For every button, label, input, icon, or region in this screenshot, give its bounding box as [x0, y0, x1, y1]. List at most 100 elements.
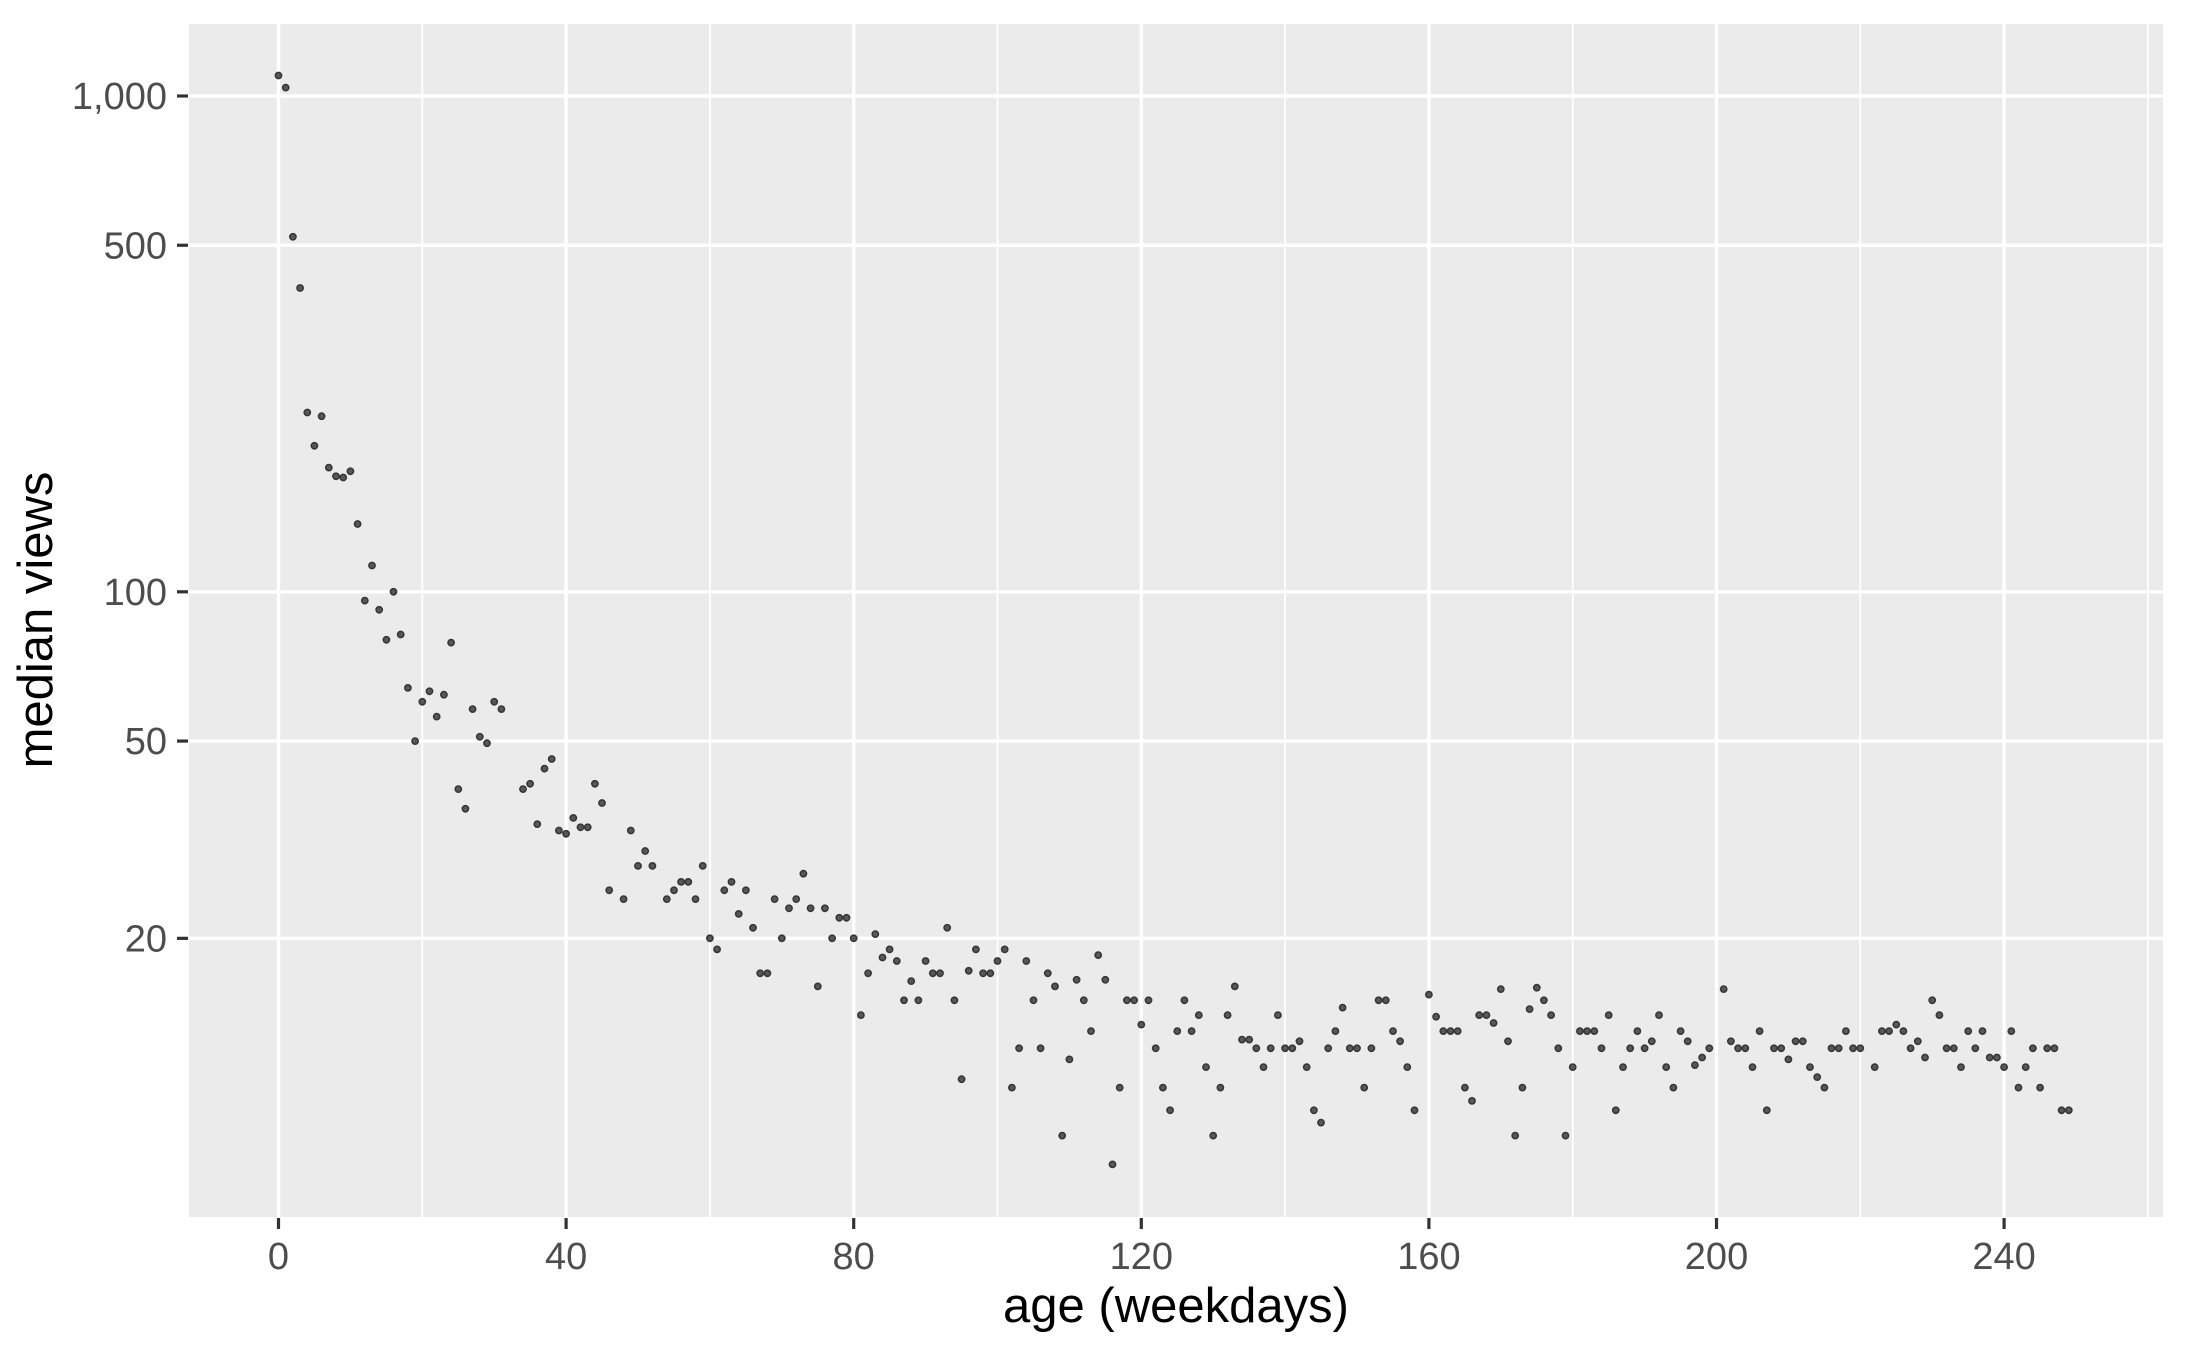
- data-point: [1245, 1035, 1254, 1044]
- data-point: [1252, 1044, 1261, 1053]
- data-point: [1353, 1044, 1361, 1053]
- data-point: [1101, 975, 1110, 984]
- data-point: [2000, 1063, 2008, 1071]
- data-point: [928, 969, 937, 978]
- data-point: [1166, 1106, 1174, 1115]
- data-point: [403, 684, 412, 692]
- data-point: [1022, 957, 1031, 965]
- data-point: [339, 473, 348, 482]
- data-point: [1238, 1035, 1246, 1044]
- data-point: [914, 996, 923, 1005]
- data-point: [1115, 1083, 1124, 1092]
- data-point: [1425, 990, 1433, 999]
- data-point: [698, 862, 707, 870]
- data-point: [1432, 1012, 1440, 1021]
- x-tick-label: 240: [1972, 1236, 2035, 1278]
- data-point: [821, 904, 829, 913]
- x-tick-label: 160: [1397, 1236, 1460, 1278]
- data-point: [1985, 1053, 1994, 1062]
- data-point: [684, 878, 693, 886]
- data-point: [281, 83, 290, 92]
- data-point: [483, 739, 491, 748]
- data-point: [1065, 1055, 1074, 1064]
- data-point: [670, 886, 678, 895]
- data-point: [2007, 1027, 2016, 1035]
- data-point: [964, 966, 973, 975]
- data-point: [1180, 996, 1189, 1005]
- data-point: [742, 886, 750, 895]
- data-point: [1791, 1037, 1800, 1046]
- data-point: [1727, 1037, 1735, 1046]
- data-point: [1921, 1053, 1929, 1062]
- data-point: [1367, 1044, 1376, 1053]
- data-point: [1604, 1011, 1613, 1019]
- data-point: [979, 969, 987, 978]
- data-point: [1230, 982, 1239, 991]
- data-point: [734, 910, 743, 918]
- data-point: [468, 705, 477, 713]
- data-point: [591, 779, 599, 788]
- data-point: [1274, 1011, 1282, 1019]
- data-point: [360, 596, 369, 605]
- data-point: [461, 804, 470, 813]
- data-point: [1913, 1037, 1922, 1046]
- data-point: [1597, 1044, 1606, 1053]
- data-point: [303, 408, 312, 417]
- data-point: [1310, 1106, 1318, 1115]
- data-point: [857, 1011, 865, 1019]
- data-point: [1619, 1063, 1627, 1071]
- data-point: [1878, 1027, 1886, 1035]
- data-point: [562, 829, 570, 838]
- data-point: [1036, 1044, 1045, 1053]
- data-point: [2057, 1106, 2066, 1115]
- data-point: [792, 895, 801, 903]
- x-tick-label: 80: [833, 1236, 875, 1278]
- data-point: [454, 785, 463, 793]
- data-point: [1072, 975, 1081, 984]
- data-point: [1123, 996, 1131, 1005]
- x-tick-label: 40: [545, 1236, 587, 1278]
- data-point: [1856, 1044, 1865, 1053]
- data-point: [1870, 1063, 1879, 1071]
- data-point: [1827, 1044, 1836, 1053]
- data-point: [1676, 1027, 1685, 1035]
- data-point: [626, 826, 635, 835]
- data-point: [1137, 1020, 1146, 1029]
- data-point: [619, 895, 628, 903]
- data-point: [878, 953, 887, 962]
- data-point: [842, 913, 851, 922]
- data-point: [2029, 1044, 2037, 1053]
- x-tick-marks: [276, 1218, 2006, 1229]
- data-point: [1770, 1044, 1778, 1053]
- data-point: [1345, 1044, 1354, 1053]
- data-point: [662, 895, 671, 903]
- data-point: [396, 630, 405, 639]
- data-point: [583, 823, 592, 832]
- data-point: [1144, 996, 1153, 1005]
- data-point: [1259, 1063, 1268, 1071]
- data-point: [547, 755, 556, 763]
- data-point: [1108, 1160, 1117, 1169]
- data-point: [1655, 1011, 1663, 1019]
- data-point: [1468, 1097, 1476, 1105]
- data-point: [1849, 1044, 1857, 1053]
- data-points-layer: [274, 71, 2073, 1169]
- data-point: [1223, 1011, 1232, 1019]
- data-point: [425, 687, 434, 696]
- x-axis-title: age (weekdays): [1003, 1279, 1349, 1333]
- data-point: [813, 982, 822, 991]
- data-point: [1540, 996, 1548, 1005]
- data-point: [1741, 1044, 1750, 1053]
- data-point: [2036, 1083, 2044, 1092]
- data-point: [1691, 1061, 1699, 1069]
- data-point: [1561, 1131, 1570, 1140]
- data-point: [1403, 1063, 1412, 1071]
- data-point: [1806, 1063, 1814, 1071]
- data-point: [2043, 1044, 2052, 1053]
- y-tick-label: 500: [104, 225, 167, 267]
- y-tick-label: 20: [125, 918, 167, 960]
- data-point: [777, 934, 786, 943]
- data-point: [2064, 1106, 2073, 1115]
- data-point: [1374, 996, 1383, 1005]
